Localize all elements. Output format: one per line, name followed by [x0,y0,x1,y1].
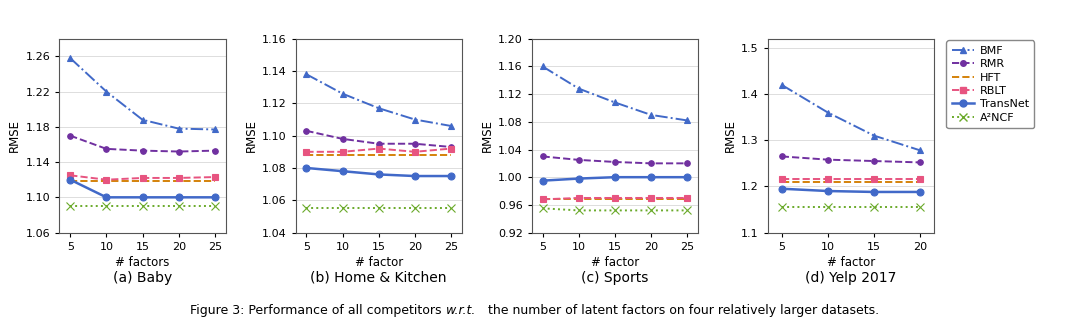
X-axis label: # factor: # factor [827,256,875,269]
Legend: BMF, RMR, HFT, RBLT, TransNet, A²NCF: BMF, RMR, HFT, RBLT, TransNet, A²NCF [946,40,1035,128]
Text: w.r.t.: w.r.t. [446,304,476,317]
Y-axis label: RMSE: RMSE [9,119,22,152]
X-axis label: # factors: # factors [116,256,170,269]
Y-axis label: RMSE: RMSE [244,119,258,152]
Text: (c) Sports: (c) Sports [581,271,649,285]
X-axis label: # factor: # factor [354,256,403,269]
Text: (b) Home & Kitchen: (b) Home & Kitchen [310,271,447,285]
Text: Figure 3: Performance of all competitors w.r.t. the number of latent factors on : Figure 3: Performance of all competitors… [200,304,880,317]
Text: (d) Yelp 2017: (d) Yelp 2017 [806,271,896,285]
Text: the number of latent factors on four relatively larger datasets.: the number of latent factors on four rel… [484,304,879,317]
Text: (a) Baby: (a) Baby [113,271,172,285]
X-axis label: # factor: # factor [591,256,639,269]
Text: Figure 3: Performance of all competitors: Figure 3: Performance of all competitors [190,304,446,317]
Y-axis label: RMSE: RMSE [724,119,737,152]
Y-axis label: RMSE: RMSE [481,119,494,152]
